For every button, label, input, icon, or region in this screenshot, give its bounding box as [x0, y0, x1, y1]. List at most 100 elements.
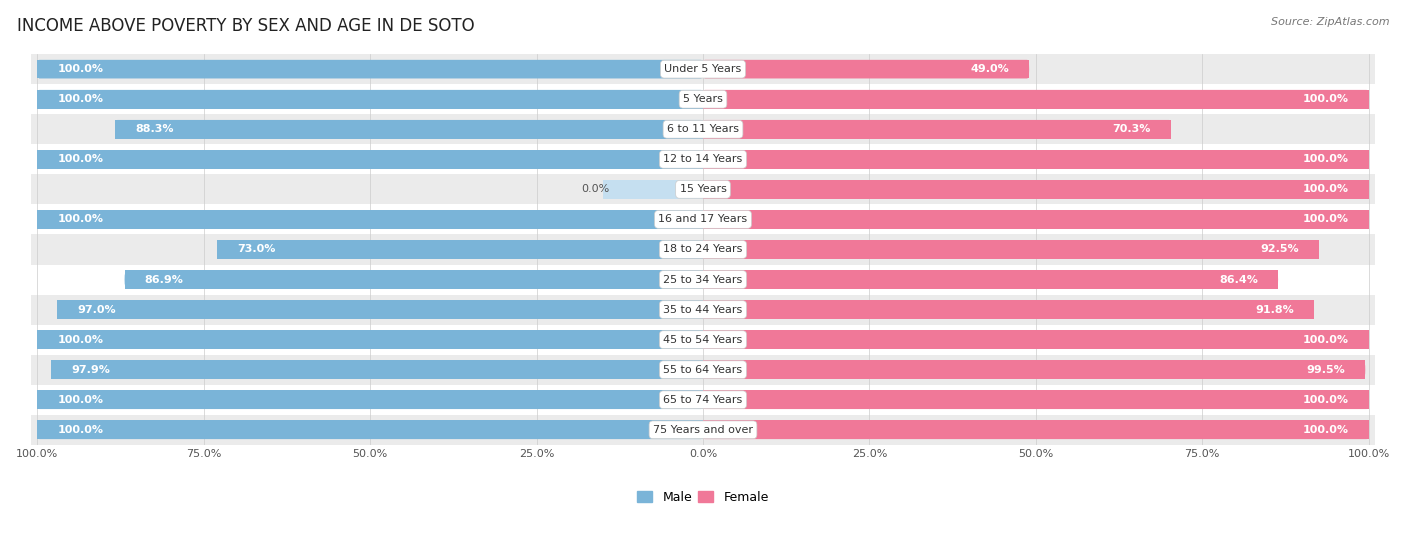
Bar: [38, 420, 703, 439]
FancyBboxPatch shape: [38, 390, 703, 409]
Text: 100.0%: 100.0%: [58, 335, 104, 345]
Text: INCOME ABOVE POVERTY BY SEX AND AGE IN DE SOTO: INCOME ABOVE POVERTY BY SEX AND AGE IN D…: [17, 17, 474, 35]
Text: 100.0%: 100.0%: [58, 64, 104, 74]
Bar: [31, 415, 1375, 445]
Bar: [31, 385, 1375, 415]
FancyBboxPatch shape: [703, 420, 1368, 439]
Text: 97.9%: 97.9%: [72, 364, 110, 375]
Bar: [31, 354, 1375, 385]
Text: 99.5%: 99.5%: [1306, 364, 1346, 375]
FancyBboxPatch shape: [703, 330, 1368, 349]
Text: 45 to 54 Years: 45 to 54 Years: [664, 335, 742, 345]
Bar: [703, 90, 1368, 108]
Bar: [38, 150, 703, 169]
Text: 100.0%: 100.0%: [1302, 395, 1348, 405]
FancyBboxPatch shape: [703, 120, 1171, 139]
FancyBboxPatch shape: [115, 120, 703, 139]
FancyBboxPatch shape: [38, 90, 703, 108]
Text: 97.0%: 97.0%: [77, 305, 115, 315]
Text: 100.0%: 100.0%: [1302, 154, 1348, 164]
Bar: [38, 330, 703, 349]
Bar: [31, 84, 1375, 114]
Text: 65 to 74 Years: 65 to 74 Years: [664, 395, 742, 405]
Bar: [38, 210, 703, 229]
Text: 35 to 44 Years: 35 to 44 Years: [664, 305, 742, 315]
Text: 73.0%: 73.0%: [238, 244, 276, 254]
Text: 15 Years: 15 Years: [679, 184, 727, 195]
FancyBboxPatch shape: [703, 361, 1365, 379]
Bar: [31, 325, 1375, 354]
Text: 91.8%: 91.8%: [1256, 305, 1294, 315]
Bar: [703, 210, 1368, 229]
Bar: [115, 120, 703, 139]
Bar: [603, 180, 703, 198]
Text: 6 to 11 Years: 6 to 11 Years: [666, 124, 740, 134]
FancyBboxPatch shape: [38, 210, 703, 229]
FancyBboxPatch shape: [217, 240, 703, 259]
Text: 100.0%: 100.0%: [58, 94, 104, 104]
FancyBboxPatch shape: [703, 60, 1029, 78]
Text: Source: ZipAtlas.com: Source: ZipAtlas.com: [1271, 17, 1389, 27]
Bar: [703, 150, 1368, 169]
FancyBboxPatch shape: [703, 210, 1368, 229]
FancyBboxPatch shape: [38, 150, 703, 169]
Bar: [703, 270, 1278, 289]
Text: 100.0%: 100.0%: [1302, 94, 1348, 104]
FancyBboxPatch shape: [703, 270, 1278, 289]
Text: 100.0%: 100.0%: [1302, 425, 1348, 435]
Bar: [217, 240, 703, 259]
Bar: [31, 54, 1375, 84]
Text: 100.0%: 100.0%: [1302, 184, 1348, 195]
FancyBboxPatch shape: [38, 420, 703, 439]
Bar: [31, 144, 1375, 174]
Text: 86.4%: 86.4%: [1219, 274, 1258, 285]
FancyBboxPatch shape: [703, 150, 1368, 169]
Text: 0.0%: 0.0%: [582, 184, 610, 195]
Text: 49.0%: 49.0%: [970, 64, 1010, 74]
Bar: [58, 300, 703, 319]
Bar: [703, 361, 1365, 379]
Bar: [38, 60, 703, 78]
FancyBboxPatch shape: [38, 60, 703, 78]
Bar: [52, 361, 703, 379]
Text: 100.0%: 100.0%: [1302, 335, 1348, 345]
Text: 55 to 64 Years: 55 to 64 Years: [664, 364, 742, 375]
Text: 100.0%: 100.0%: [58, 425, 104, 435]
Text: 75 Years and over: 75 Years and over: [652, 425, 754, 435]
Bar: [703, 60, 1029, 78]
Text: 100.0%: 100.0%: [58, 215, 104, 224]
FancyBboxPatch shape: [603, 180, 703, 198]
FancyBboxPatch shape: [703, 300, 1315, 319]
FancyBboxPatch shape: [703, 90, 1368, 108]
Text: 100.0%: 100.0%: [1302, 215, 1348, 224]
FancyBboxPatch shape: [52, 361, 703, 379]
Bar: [31, 174, 1375, 205]
Bar: [703, 180, 1368, 198]
Legend: Male, Female: Male, Female: [633, 486, 773, 509]
Text: 86.9%: 86.9%: [145, 274, 183, 285]
Text: 12 to 14 Years: 12 to 14 Years: [664, 154, 742, 164]
Bar: [703, 330, 1368, 349]
Bar: [31, 114, 1375, 144]
Text: 18 to 24 Years: 18 to 24 Years: [664, 244, 742, 254]
Text: 70.3%: 70.3%: [1112, 124, 1152, 134]
Bar: [703, 420, 1368, 439]
FancyBboxPatch shape: [58, 300, 703, 319]
FancyBboxPatch shape: [125, 270, 703, 289]
Text: 100.0%: 100.0%: [58, 395, 104, 405]
Bar: [31, 205, 1375, 234]
Bar: [703, 240, 1319, 259]
Text: 88.3%: 88.3%: [135, 124, 174, 134]
Bar: [38, 390, 703, 409]
Bar: [703, 120, 1171, 139]
FancyBboxPatch shape: [703, 240, 1319, 259]
Text: 16 and 17 Years: 16 and 17 Years: [658, 215, 748, 224]
Bar: [31, 234, 1375, 264]
Bar: [31, 295, 1375, 325]
Bar: [38, 90, 703, 108]
Bar: [703, 390, 1368, 409]
FancyBboxPatch shape: [38, 330, 703, 349]
Text: 92.5%: 92.5%: [1260, 244, 1299, 254]
Text: Under 5 Years: Under 5 Years: [665, 64, 741, 74]
Text: 25 to 34 Years: 25 to 34 Years: [664, 274, 742, 285]
